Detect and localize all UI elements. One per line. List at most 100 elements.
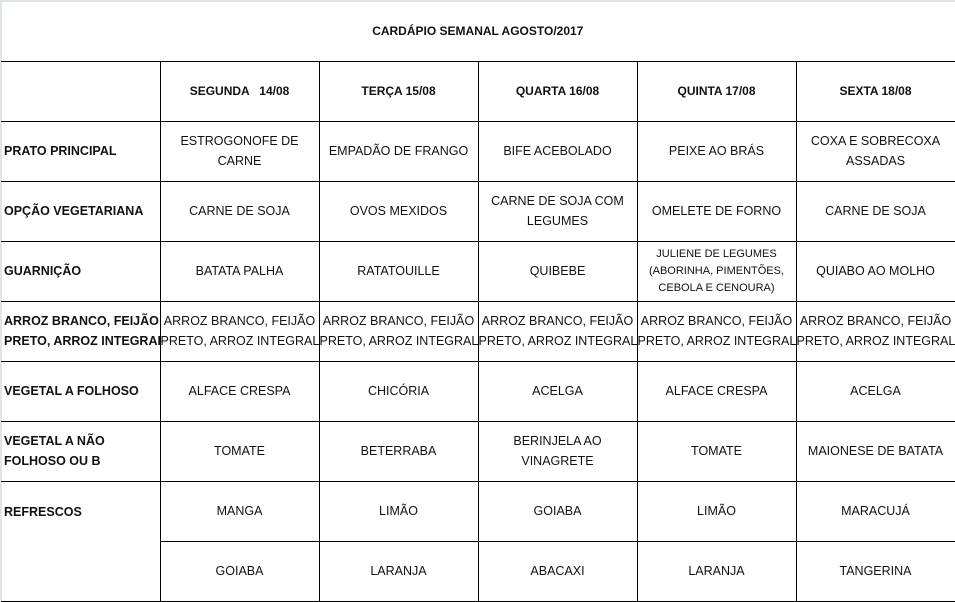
menu-cell-tuesday: LARANJA bbox=[319, 541, 478, 601]
menu-cell-monday: TOMATE bbox=[160, 421, 319, 481]
cell-line: CARNE DE SOJA bbox=[825, 204, 926, 218]
cell-line: ACELGA bbox=[850, 384, 901, 398]
header-row: SEGUNDA 14/08 TERÇA 15/08 QUARTA 16/08 Q… bbox=[1, 61, 955, 121]
cell-line: ASSADAS bbox=[846, 154, 905, 168]
cell-line: RATATOUILLE bbox=[357, 264, 439, 278]
cell-line: LEGUMES bbox=[527, 214, 588, 228]
menu-cell-monday: MANGA bbox=[160, 481, 319, 541]
menu-cell-tuesday: EMPADÃO DE FRANGO bbox=[319, 121, 478, 181]
menu-cell-tuesday: LIMÃO bbox=[319, 481, 478, 541]
cell-line: QUIBEBE bbox=[530, 264, 586, 278]
cell-line: GOIABA bbox=[216, 564, 264, 578]
cell-line: OMELETE DE FORNO bbox=[652, 204, 781, 218]
menu-cell-thursday: LARANJA bbox=[637, 541, 796, 601]
cell-line: PRETO, ARROZ INTEGRAL bbox=[638, 334, 797, 348]
cell-line: LIMÃO bbox=[697, 504, 736, 518]
menu-row: VEGETAL A FOLHOSO ALFACE CRESPA CHICÓRIA AC… bbox=[1, 361, 955, 421]
cell-line: BIFE ACEBOLADO bbox=[503, 144, 611, 158]
cell-line: TANGERINA bbox=[840, 564, 912, 578]
day-header-friday: SEXTA 18/08 bbox=[796, 61, 955, 121]
cell-line: MANGA bbox=[217, 504, 263, 518]
cell-line: VEGETAL A NÃO bbox=[4, 434, 105, 448]
menu-cell-thursday: OMELETE DE FORNO bbox=[637, 181, 796, 241]
menu-cell-thursday: LIMÃO bbox=[637, 481, 796, 541]
menu-cell-monday: BATATA PALHA bbox=[160, 241, 319, 301]
cell-line: CARNE DE SOJA bbox=[189, 204, 290, 218]
menu-cell-thursday: PEIXE AO BRÁS bbox=[637, 121, 796, 181]
row-label: GUARNIÇÃO bbox=[1, 241, 160, 301]
menu-cell-friday: MAIONESE DE BATATA bbox=[796, 421, 955, 481]
cell-line: TOMATE bbox=[691, 444, 742, 458]
cell-line: ALFACE CRESPA bbox=[189, 384, 291, 398]
menu-cell-wednesday: ABACAXI bbox=[478, 541, 637, 601]
cell-line: PRETO, ARROZ INTEGRAL bbox=[797, 334, 955, 348]
cell-line: ABACAXI bbox=[530, 564, 584, 578]
cell-line: LARANJA bbox=[370, 564, 426, 578]
corner-cell bbox=[1, 61, 160, 121]
menu-cell-monday: CARNE DE SOJA bbox=[160, 181, 319, 241]
row-label: OPÇÃO VEGETARIANA bbox=[1, 181, 160, 241]
cell-line: PRETO, ARROZ INTEGRAL bbox=[4, 334, 160, 348]
menu-row: GUARNIÇÃO BATATA PALHA RATATOUILLE QUIBEBE J… bbox=[1, 241, 955, 301]
cell-line: CHICÓRIA bbox=[368, 384, 429, 398]
cell-line: OVOS MEXIDOS bbox=[350, 204, 447, 218]
cell-line: PRETO, ARROZ INTEGRAL bbox=[161, 334, 320, 348]
cell-line: COXA E SOBRECOXA bbox=[811, 134, 940, 148]
day-header-tuesday: TERÇA 15/08 bbox=[319, 61, 478, 121]
menu-cell-wednesday: QUIBEBE bbox=[478, 241, 637, 301]
cell-line: ARROZ BRANCO, FEIJÃO bbox=[800, 314, 951, 328]
menu-cell-friday: COXA E SOBRECOXA ASSADAS bbox=[796, 121, 955, 181]
menu-cell-monday: ALFACE CRESPA bbox=[160, 361, 319, 421]
cell-line: VINAGRETE bbox=[521, 454, 593, 468]
menu-cell-tuesday: BETERRABA bbox=[319, 421, 478, 481]
title-row: CARDÁPIO SEMANAL AGOSTO/2017 bbox=[1, 1, 955, 61]
menu-title: CARDÁPIO SEMANAL AGOSTO/2017 bbox=[1, 1, 955, 61]
cell-line: QUIABO AO MOLHO bbox=[816, 264, 935, 278]
cell-line: BATATA PALHA bbox=[196, 264, 284, 278]
menu-cell-friday: ARROZ BRANCO, FEIJÃO PRETO, ARROZ INTEGRA… bbox=[796, 301, 955, 361]
cell-line: BETERRABA bbox=[361, 444, 437, 458]
cell-line: (ABORINHA, PIMENTÕES, bbox=[649, 265, 784, 277]
menu-cell-thursday: JULIENE DE LEGUMES(ABORINHA, PIMENTÕES,C… bbox=[637, 241, 796, 301]
menu-cell-friday: TANGERINA bbox=[796, 541, 955, 601]
cell-line: ALFACE CRESPA bbox=[666, 384, 768, 398]
menu-cell-friday: MARACUJÁ bbox=[796, 481, 955, 541]
cell-line: PRETO, ARROZ INTEGRAL bbox=[320, 334, 479, 348]
cell-line: PEIXE AO BRÁS bbox=[669, 144, 764, 158]
menu-row: OPÇÃO VEGETARIANA CARNE DE SOJA OVOS MEXID… bbox=[1, 181, 955, 241]
row-label: VEGETAL A FOLHOSO bbox=[1, 361, 160, 421]
menu-cell-thursday: TOMATE bbox=[637, 421, 796, 481]
cell-line: MAIONESE DE BATATA bbox=[808, 444, 943, 458]
cell-line: EMPADÃO DE FRANGO bbox=[329, 144, 468, 158]
menu-cell-tuesday: CHICÓRIA bbox=[319, 361, 478, 421]
menu-cell-wednesday: BIFE ACEBOLADO bbox=[478, 121, 637, 181]
cell-line: CARNE bbox=[218, 154, 262, 168]
cell-line: ARROZ BRANCO, FEIJÃO bbox=[641, 314, 792, 328]
menu-cell-tuesday: ARROZ BRANCO, FEIJÃO PRETO, ARROZ INTEGRA… bbox=[319, 301, 478, 361]
menu-cell-wednesday: ACELGA bbox=[478, 361, 637, 421]
menu-cell-friday: QUIABO AO MOLHO bbox=[796, 241, 955, 301]
menu-cell-wednesday: GOIABA bbox=[478, 481, 637, 541]
menu-cell-friday: ACELGA bbox=[796, 361, 955, 421]
menu-cell-wednesday: BERINJELA AO VINAGRETE bbox=[478, 421, 637, 481]
cell-line: ESTROGONOFE DE bbox=[180, 134, 298, 148]
menu-cell-monday: ESTROGONOFE DE CARNE bbox=[160, 121, 319, 181]
cell-line: ARROZ BRANCO, FEIJÃO bbox=[482, 314, 633, 328]
cell-line: BERINJELA AO bbox=[513, 434, 601, 448]
menu-cell-friday: CARNE DE SOJA bbox=[796, 181, 955, 241]
cell-line: JULIENE DE LEGUMES bbox=[656, 248, 776, 260]
menu-cell-tuesday: OVOS MEXIDOS bbox=[319, 181, 478, 241]
cell-line: ARROZ BRANCO, FEIJÃO bbox=[323, 314, 474, 328]
cell-line: LIMÃO bbox=[379, 504, 418, 518]
cell-line: LARANJA bbox=[688, 564, 744, 578]
menu-cell-thursday: ALFACE CRESPA bbox=[637, 361, 796, 421]
cell-line: TOMATE bbox=[214, 444, 265, 458]
cell-line: MARACUJÁ bbox=[841, 504, 910, 518]
